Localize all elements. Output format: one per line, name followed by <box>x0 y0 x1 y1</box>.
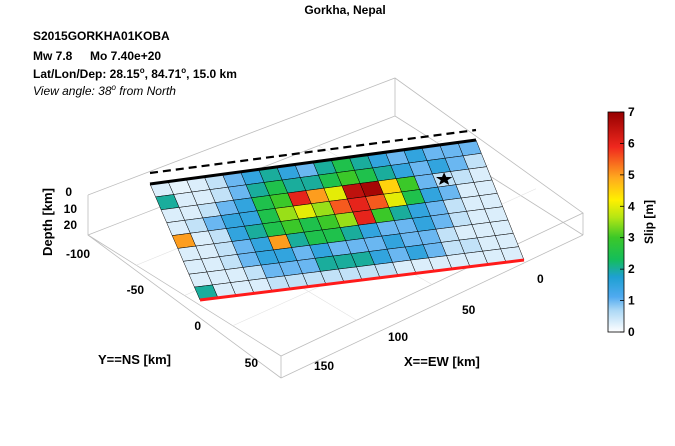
y-tick-0: -100 <box>66 247 90 261</box>
slip-cells <box>149 139 525 301</box>
x-tick-0: 0 <box>537 272 544 286</box>
view-angle-suffix: from North <box>116 84 176 98</box>
x-axis: 0 50 100 150 X==EW [km] <box>314 272 544 373</box>
colorbar-tick-label: 3 <box>628 231 635 245</box>
z-axis-label: Depth [km] <box>40 188 55 256</box>
colorbar-ramp <box>607 111 625 333</box>
fault-bottom-edge <box>199 258 525 302</box>
degree-lon: o <box>181 66 186 75</box>
colorbar-label: Slip [m] <box>642 200 656 244</box>
degree-lat: o <box>140 66 145 75</box>
colorbar: 0 1 2 3 4 5 6 7 Slip [m] <box>607 105 656 339</box>
z-axis: 0 10 20 Depth [km] <box>40 185 77 256</box>
degree-view: o <box>112 83 117 92</box>
location-line: Lat/Lon/Dep: 28.15o, 84.71o, 15.0 km <box>33 66 237 81</box>
colorbar-tick-label: 5 <box>628 168 635 182</box>
colorbar-tick-label: 7 <box>628 105 635 119</box>
colorbar-tick-label: 6 <box>628 136 635 150</box>
view-angle: View angle: 38 <box>33 84 112 98</box>
y-tick-2: 0 <box>194 319 201 333</box>
view-angle-line: View angle: 38o from North <box>33 83 176 98</box>
magnitude-line: Mw 7.8 Mo 7.40e+20 <box>33 49 161 63</box>
y-tick-1: -50 <box>127 283 145 297</box>
colorbar-tick-label: 0 <box>628 325 635 339</box>
x-tick-2: 100 <box>388 330 408 344</box>
z-tick-0: 0 <box>65 185 72 199</box>
chart-title: Gorkha, Nepal <box>304 3 385 17</box>
hypocenter-star-icon <box>435 172 453 186</box>
event-id: S2015GORKHA01KOBA <box>33 29 170 43</box>
fault-top-edge <box>149 138 477 186</box>
z-tick-1: 10 <box>64 202 78 216</box>
colorbar-tick-label: 1 <box>628 294 635 308</box>
fault-surface-trace <box>149 128 477 175</box>
magnitude: Mw 7.8 <box>33 49 73 63</box>
y-tick-3: 50 <box>245 356 259 370</box>
x-axis-label: X==EW [km] <box>404 354 480 369</box>
z-tick-2: 20 <box>64 218 78 232</box>
colorbar-tick-label: 2 <box>628 262 635 276</box>
location-depth: , 15.0 km <box>186 67 237 81</box>
y-axis: -100 -50 0 50 Y==NS [km] <box>66 247 258 370</box>
x-tick-3: 150 <box>314 359 334 373</box>
location-lon: , 84.71 <box>145 67 182 81</box>
moment: Mo 7.40e+20 <box>90 49 161 63</box>
y-axis-label: Y==NS [km] <box>98 352 171 367</box>
location-lat: Lat/Lon/Dep: 28.15 <box>33 67 140 81</box>
colorbar-tick-label: 4 <box>628 199 635 213</box>
x-tick-1: 50 <box>462 303 476 317</box>
